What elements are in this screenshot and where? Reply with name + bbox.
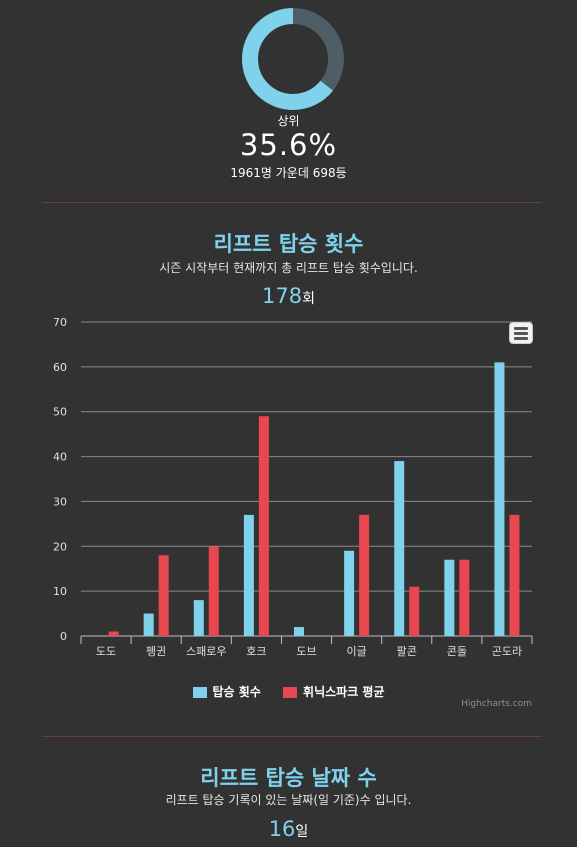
bar-rides xyxy=(193,600,204,636)
lift-days-total: 16일 xyxy=(0,817,577,841)
bar-average xyxy=(509,514,520,636)
bar-average xyxy=(409,586,420,636)
lift-days-total-unit: 일 xyxy=(295,824,309,840)
chart-menu-button[interactable] xyxy=(509,322,533,344)
lift-rides-title: 리프트 탑승 횟수 xyxy=(213,232,364,256)
y-tick-label: 0 xyxy=(60,630,67,643)
hamburger-menu-icon-middle xyxy=(514,332,528,335)
hamburger-menu-icon-bottom xyxy=(514,337,528,340)
bar-rides xyxy=(243,514,254,636)
legend-label-rides: 탑승 횟수 xyxy=(212,685,261,699)
x-tick-label: 펭귄 xyxy=(146,645,166,658)
lift-days-total-number: 16 xyxy=(268,817,296,841)
rank-label: 상위 xyxy=(277,114,300,128)
bar-rides xyxy=(494,362,505,636)
y-tick-label: 70 xyxy=(53,316,67,329)
lift-days-title: 리프트 탑승 날짜 수 xyxy=(200,766,377,790)
lift-rides-description: 시즌 시작부터 현재까지 총 리프트 탑승 횟수입니다. xyxy=(159,261,418,275)
bar-rides xyxy=(394,461,405,636)
y-tick-label: 50 xyxy=(53,406,67,419)
y-tick-label: 30 xyxy=(53,495,67,508)
rank-detail: 1961명 가운데 698등 xyxy=(230,166,347,180)
bar-rides xyxy=(294,627,304,636)
bar-rides xyxy=(143,613,154,636)
y-tick-label: 40 xyxy=(53,451,67,464)
bar-average xyxy=(158,555,169,636)
legend-swatch-rides xyxy=(192,687,207,698)
legend-item-average[interactable]: 휘닉스파크 평균 xyxy=(283,683,385,700)
legend-item-rides[interactable]: 탑승 횟수 xyxy=(192,683,261,700)
legend-swatch-average xyxy=(283,687,298,698)
chart-legend: 탑승 횟수 휘닉스파크 평균 xyxy=(0,683,577,700)
rank-donut xyxy=(242,8,344,110)
bar-average xyxy=(459,559,470,636)
legend-label-average: 휘닉스파크 평균 xyxy=(303,685,385,699)
lift-rides-total-unit: 회 xyxy=(302,291,315,307)
bar-average xyxy=(359,514,370,636)
x-tick-label: 도브 xyxy=(296,645,316,658)
chart-credits[interactable]: Highcharts.com xyxy=(461,699,532,709)
x-tick-label: 이글 xyxy=(346,645,366,658)
lift-days-description: 리프트 탑승 기록이 있는 날짜(일 기준)수 입니다. xyxy=(165,793,412,807)
x-tick-label: 콘돌 xyxy=(447,645,467,658)
donut-fill xyxy=(242,8,344,110)
y-tick-label: 60 xyxy=(53,361,67,374)
x-tick-label: 팔콘 xyxy=(397,645,417,658)
bar-rides xyxy=(344,550,355,636)
lift-rides-total-number: 178 xyxy=(262,284,303,308)
section-divider-2 xyxy=(42,736,542,737)
hamburger-menu-icon xyxy=(514,327,528,330)
x-tick-label: 곤도라 xyxy=(492,645,522,658)
lift-rides-total: 178회 xyxy=(0,284,577,308)
bar-average xyxy=(108,631,119,636)
y-tick-label: 20 xyxy=(53,540,67,553)
bar-average xyxy=(208,546,219,636)
y-tick-label: 10 xyxy=(53,585,67,598)
section-divider xyxy=(42,202,542,203)
bar-average xyxy=(258,416,269,636)
lift-rides-bar-chart: 0 10 20 30 40 50 60 70 도도 펭귄 스패로우 호크 도브 이글 팔콘 콘돌 곤도라 xyxy=(53,316,533,658)
x-tick-label: 스패로우 xyxy=(186,645,226,658)
x-tick-label: 도도 xyxy=(96,645,116,658)
x-tick-label: 호크 xyxy=(246,645,266,658)
bar-rides xyxy=(444,559,455,636)
rank-percentage: 35.6% xyxy=(239,128,338,162)
